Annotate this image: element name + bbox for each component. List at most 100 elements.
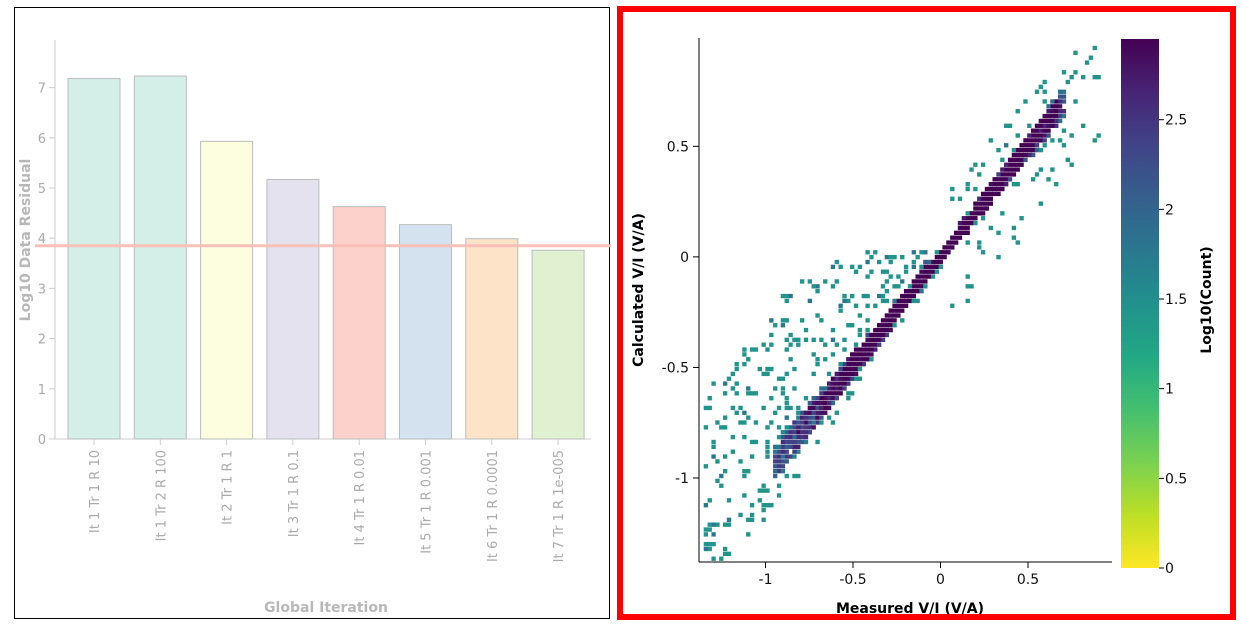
heat-cell: [776, 483, 782, 488]
heat-cell: [888, 308, 893, 313]
heat-cell: [938, 250, 943, 255]
heat-cell: [807, 410, 813, 415]
heat-cell: [873, 303, 878, 308]
heat-cell: [942, 245, 947, 250]
heat-cell: [788, 454, 793, 459]
heat-cell: [1023, 99, 1028, 104]
heat-cell: [773, 459, 778, 464]
heat-cell: [842, 376, 847, 381]
y-tick-label: 6: [38, 132, 46, 147]
heat-cell: [911, 298, 916, 304]
heat-cell: [742, 361, 747, 367]
heat-cell: [850, 361, 855, 367]
y-tick-label: 0: [680, 250, 689, 266]
heat-cell: [803, 415, 809, 420]
heat-cell: [884, 269, 890, 274]
heat-cell: [742, 493, 747, 498]
heat-cell: [792, 425, 797, 430]
heat-cell: [876, 293, 882, 299]
heat-cell: [1038, 128, 1044, 133]
heat-cell: [765, 449, 770, 454]
heat-cell: [969, 284, 974, 289]
heat-cell: [807, 279, 813, 284]
heat-cell: [907, 298, 913, 304]
heat-cell: [780, 439, 786, 445]
heat-cell: [850, 264, 855, 270]
heat-cell: [707, 396, 712, 401]
heat-cell: [734, 361, 739, 367]
heat-cell: [846, 298, 851, 304]
heat-cell: [980, 206, 986, 211]
heat-cell: [780, 318, 786, 323]
heat-cell: [707, 405, 712, 411]
heat-cell: [803, 396, 809, 401]
heat-cell: [938, 264, 943, 270]
heat-cell: [1000, 181, 1005, 187]
heat-cell: [1050, 167, 1055, 172]
heat-cell: [776, 405, 782, 411]
heat-cell: [1023, 143, 1028, 148]
heat-cell: [988, 201, 993, 206]
heat-cell: [769, 396, 774, 401]
heat-cell: [1042, 133, 1047, 138]
heat-cell: [1073, 99, 1078, 104]
heat-cell: [853, 342, 859, 347]
heat-cell: [850, 352, 855, 357]
heat-cell: [719, 483, 724, 488]
heat-cell: [773, 473, 778, 479]
heat-cell: [838, 381, 843, 386]
heat-cell: [1061, 109, 1067, 114]
x-tick-label: It 2 Tr 1 R 1: [221, 450, 236, 525]
heat-cell: [726, 498, 732, 503]
heat-cell: [792, 337, 797, 343]
heat-cell: [788, 444, 793, 450]
heat-cell: [830, 386, 836, 391]
colorbar-tick-label: 0: [1165, 561, 1174, 577]
heat-cell: [780, 391, 786, 396]
heat-cell: [1004, 181, 1009, 187]
heat-cell: [815, 284, 820, 289]
heat-cell: [703, 532, 709, 537]
heat-cell: [742, 420, 747, 425]
heat-cell: [880, 318, 886, 323]
heat-cell: [1000, 186, 1005, 192]
heat-cell: [711, 454, 716, 459]
heat-cell: [853, 303, 859, 308]
heat-cell: [861, 347, 866, 352]
heat-cell: [826, 386, 832, 391]
heat-cell: [753, 439, 759, 445]
heat-cell: [703, 425, 709, 430]
heat-cell: [876, 342, 882, 347]
heat-cell: [838, 371, 843, 377]
heat-cell: [746, 468, 751, 474]
heat-cell: [953, 235, 959, 240]
heat-cell: [896, 313, 901, 318]
heat-cell: [726, 551, 732, 557]
heat-cell: [853, 357, 859, 362]
heat-cell: [857, 357, 863, 362]
heat-cell: [703, 405, 709, 411]
heat-cell: [711, 439, 716, 445]
heat-cell: [984, 196, 990, 201]
heat-cell: [765, 444, 770, 450]
heat-cell: [846, 361, 851, 367]
heat-cell: [857, 264, 863, 270]
heat-cell: [776, 459, 782, 464]
heat-cell: [1027, 147, 1032, 153]
heat-cell: [788, 405, 793, 411]
heat-cell: [1069, 133, 1074, 138]
heat-cell: [865, 318, 870, 323]
heat-cell: [888, 274, 893, 279]
heat-cell: [815, 415, 820, 420]
heat-cell: [1038, 167, 1044, 172]
heat-cell: [1065, 157, 1070, 163]
heat-cell: [911, 279, 916, 284]
heat-cell: [1023, 157, 1028, 163]
y-tick-label: -1: [675, 471, 689, 487]
heat-cell: [1054, 113, 1059, 119]
heat-cell: [1088, 55, 1094, 60]
bar: [399, 224, 452, 440]
heat-cell: [996, 191, 1001, 197]
heat-cell: [788, 430, 793, 435]
heat-cell: [880, 284, 886, 289]
